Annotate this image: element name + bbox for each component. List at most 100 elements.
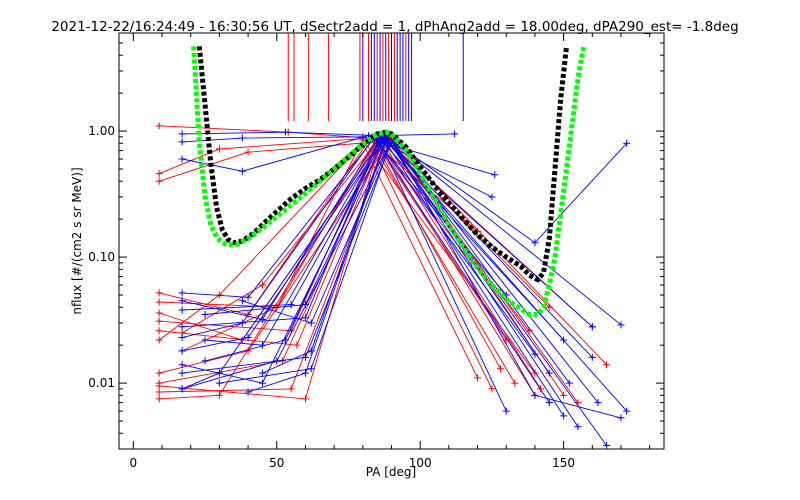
data-point-red [155,395,163,403]
data-point-red [155,177,163,185]
data-point-blue [178,297,186,305]
data-point-blue [238,297,246,305]
x-tick-label: 50 [269,456,284,470]
data-point-blue [244,293,252,301]
data-point-red [215,145,223,153]
series-line-blue [181,139,570,390]
vertical-marker-layer [287,33,464,122]
data-point-blue [281,128,289,136]
x-axis-label: PA [deg] [366,465,416,479]
y-axis-label: nflux [#/(cm2 s sr MeV)] [70,167,84,314]
data-point-blue [617,321,625,329]
chart-title: 2021-12-22/16:24:49 - 16:30:56 UT, dSect… [51,19,738,35]
x-tick-label: 150 [552,456,575,470]
data-point-blue [574,423,582,431]
data-point-blue [531,350,539,358]
data-point-blue [307,365,315,373]
data-point-blue [588,353,596,361]
data-point-blue [258,379,266,387]
data-point-red [155,309,163,317]
data-point-red [155,327,163,335]
data-point-red [258,281,266,289]
data-point-blue [178,130,186,138]
series-line-red [159,139,536,374]
data-point-red [293,341,301,349]
x-tick-label: 0 [130,456,138,470]
data-point-blue [301,353,309,361]
data-point-blue [301,369,309,377]
data-point-blue [451,130,459,138]
data-point-red [497,365,504,373]
data-point-red [287,385,295,393]
data-point-blue [617,414,625,422]
data-point-blue [531,391,539,399]
data-point-red [155,336,163,344]
data-point-blue [178,334,186,342]
data-point-blue [178,138,186,146]
data-point-blue [623,139,631,147]
data-point-blue [201,357,209,365]
data-point-blue [281,336,289,344]
series-line-blue [182,134,622,326]
data-point-red [531,369,539,377]
data-point-red [511,379,519,387]
series-line-blue [247,139,628,412]
data-point-blue [178,306,186,314]
y-tick-label: 0.10 [88,250,115,264]
data-point-blue [178,361,186,369]
series-line-blue [182,131,455,137]
data-point-red [215,391,223,399]
data-point-blue [502,407,510,415]
y-tick-label: 1.00 [88,124,115,138]
x-tick-label: 100 [409,456,432,470]
series-line-blue [205,135,579,428]
data-point-red [155,170,163,178]
fit-curve-layer [191,45,587,317]
data-point-blue [388,138,395,146]
data-point-red [155,317,163,325]
data-point-blue [560,412,568,420]
data-point-red [155,298,163,306]
series-line-blue [182,137,507,298]
fit-curve-green [191,45,587,317]
data-point-red [244,148,252,156]
data-point-blue [215,379,223,387]
series-line-red [159,142,536,400]
data-point-blue [201,336,209,344]
series-line-red [159,135,607,393]
data-point-blue [382,137,390,145]
tick-layer: 0 50 100 150 1.00 0.10 0.01 [88,32,664,470]
data-point-blue [178,323,186,331]
data-point-blue [244,334,252,342]
data-point-blue [258,369,266,377]
series-line-red [158,142,479,379]
series-line-blue [182,136,495,176]
data-point-red [301,395,309,403]
series-line-red [159,145,516,400]
data-point-blue [545,369,553,377]
data-point-blue [238,134,246,142]
data-point-blue [178,347,186,355]
data-point-blue [178,155,186,163]
data-point-red [155,289,163,297]
data-point-blue [531,239,539,247]
series-line-blue [205,136,593,358]
fit-curve-black [196,46,569,283]
series-line-red [159,125,593,328]
data-point-blue [258,341,266,349]
series-layer [155,122,631,449]
data-point-blue [301,314,309,322]
series-line-blue [181,134,593,328]
data-point-blue [244,388,252,396]
data-point-blue [307,319,315,327]
data-point-blue [488,193,496,201]
data-point-blue [178,369,186,377]
data-point-red [155,369,163,377]
series-line-blue [181,141,507,412]
data-point-blue [238,167,246,175]
data-point-red [474,374,482,382]
series-line-blue [204,138,564,362]
data-point-red [155,122,163,130]
data-point-blue [287,301,295,309]
